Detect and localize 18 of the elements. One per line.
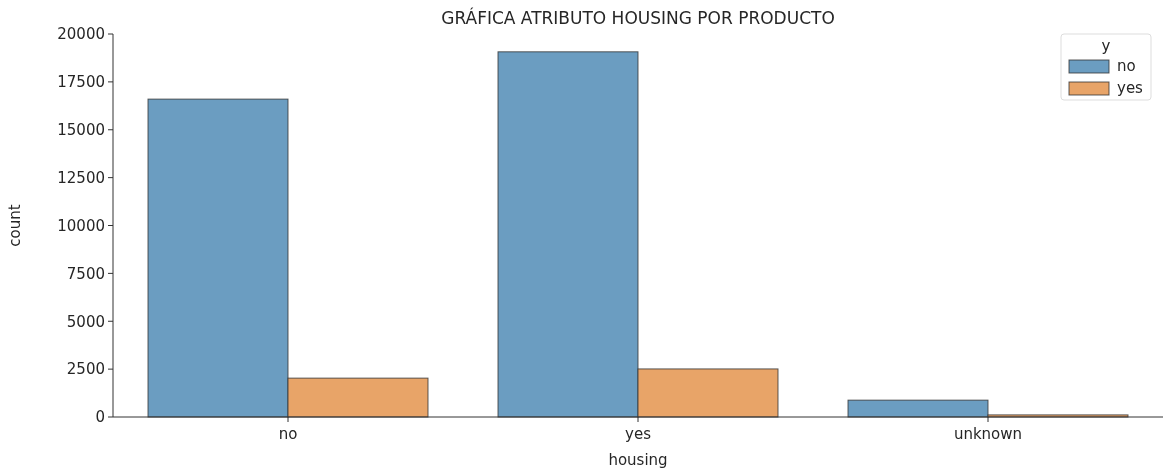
y-tick-label: 17500 [57,73,105,92]
y-tick-label: 5000 [66,312,105,331]
legend-title: y [1101,37,1111,55]
x-tick-label: no [278,425,298,443]
y-tick-label: 20000 [57,25,105,44]
y-tick-label: 15000 [57,121,105,139]
x-axis-title: housing [608,451,668,469]
y-tick-label: 10000 [57,216,105,235]
y-tick-label: 12500 [57,168,105,187]
y-tick-label: 0 [95,408,105,427]
chart-title: GRÁFICA ATRIBUTO HOUSING POR PRODUCTO [441,7,835,28]
y-tick-label: 2500 [66,360,105,379]
x-tick-label: yes [625,425,652,443]
legend-label: no [1117,57,1136,75]
y-tick-label: 7500 [66,264,105,283]
y-axis-title: count [6,204,24,247]
x-tick-label: unknown [953,425,1023,443]
legend-label: yes [1117,79,1144,97]
